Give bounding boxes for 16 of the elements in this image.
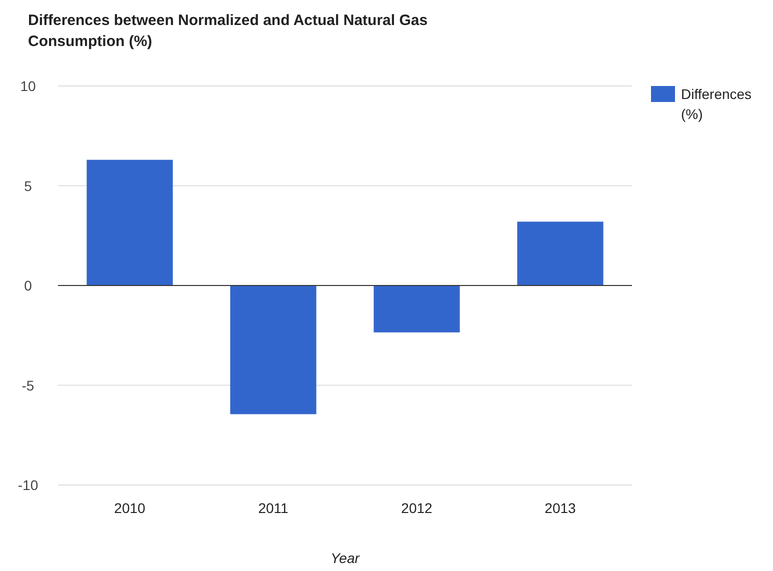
x-tick-label: 2012	[401, 500, 433, 516]
chart-title: Differences between Normalized and Actual Natural Gas Consumption (%)	[28, 12, 428, 50]
bar	[86, 160, 173, 286]
x-axis-title: Year	[330, 550, 361, 566]
y-tick-label: 10	[20, 78, 36, 94]
x-tick-label: 2011	[258, 500, 289, 516]
x-tick-label: 2013	[544, 500, 576, 516]
y-tick-label: -5	[22, 377, 34, 394]
y-tick-label: -10	[18, 477, 38, 493]
bar	[230, 286, 316, 414]
x-tick-label: 2010	[114, 500, 146, 516]
legend-label: Differences (%)	[681, 86, 752, 122]
y-tick-label: 0	[24, 278, 32, 294]
y-tick-label: 5	[24, 178, 32, 194]
bar	[517, 222, 604, 286]
bar	[374, 286, 460, 332]
